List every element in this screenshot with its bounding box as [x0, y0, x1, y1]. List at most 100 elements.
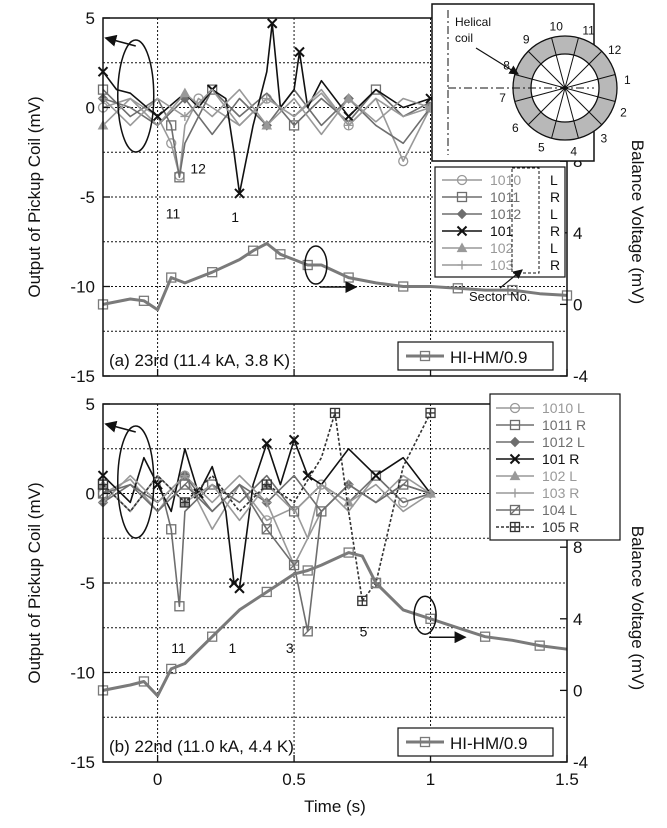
panel-b-series-101-r-point-shape: [370, 470, 382, 481]
panel-b-legend-label: 104 L: [542, 502, 577, 518]
panel-a-series-103-r-point-shape: [180, 111, 190, 121]
panel-b-series-104-l-point: [302, 626, 313, 637]
panel-b-series-105-r-point-cross: [330, 408, 340, 418]
panel-b-legend-marker-shape: [510, 488, 520, 498]
panel-b-series-105-r-point-cross: [426, 408, 436, 418]
panel-a-series-101-r-point: [267, 18, 278, 29]
panel-b-series-1011-r-point-shape: [370, 470, 382, 481]
panel-a-series-101-r-point-shape: [294, 46, 305, 58]
panel-a-series-hi-hm-0-9-point-shape: [452, 283, 463, 294]
panel-a-series-hi-hm-0-9-point: [207, 267, 218, 278]
panel-b-series-hi-hm-0-9-point: [261, 586, 272, 598]
inset-sector-divider: [564, 87, 603, 126]
panel-b-legend-marker-shape: [509, 402, 521, 414]
panel-b-panel-label: (b) 22nd (11.0 kA, 4.4 K): [109, 737, 294, 756]
panel-a-series-hi-hm-0-9-point: [507, 284, 518, 296]
panel-b-series-hi-hm-0-9-point: [479, 631, 491, 642]
panel-b-series-hi-hm-0-9-point: [138, 676, 150, 687]
panel-b-series-103-r-point-shape: [262, 497, 272, 507]
panel-a-series-101-r-point: [343, 111, 354, 122]
panel-b-annotation-5: 5: [360, 624, 368, 640]
panel-b-series-103-r-point: [180, 471, 190, 481]
panel-a-legend-marker-shape: [456, 208, 468, 220]
panel-b-series-105-r-point-cross: [357, 596, 367, 606]
panel-a-series-1011-r-point-shape: [370, 84, 382, 95]
panel-a-series-hi-hm-0-9-point: [247, 245, 259, 256]
panel-a-series-101-r-point: [234, 188, 245, 199]
xlabel: Time (s): [304, 797, 366, 816]
panel-a-legend-marker: [457, 260, 467, 270]
panel-a-balance-legend-marker: [419, 350, 431, 362]
panel-b-series-105-r-point: [425, 407, 436, 419]
panel-b-legend-marker: [509, 504, 521, 516]
panel-b-legend-marker-shape: [509, 436, 521, 448]
panel-b-series-105-r-point: [179, 497, 191, 508]
panel-b-series-1010-l-point: [316, 479, 327, 490]
panel-b-series-104-l-point: [316, 506, 327, 517]
panel-a-series-103-r-point: [180, 111, 190, 121]
panel-b-series-hi-hm-0-9-point-shape: [425, 613, 436, 624]
inset-sector-divider: [514, 74, 566, 89]
panel-a-series-1011-r-point: [166, 120, 177, 131]
panel-a-sector-highlight: [511, 167, 540, 274]
panel-a-series-103-r-point: [344, 120, 354, 130]
panel-b-series-104-l-point-shape: [398, 479, 409, 490]
panel-a-series-hi-hm-0-9-line: [102, 242, 568, 312]
panel-a-left-arrow: [104, 34, 136, 47]
panel-b-series-101-r-point: [234, 583, 245, 594]
panel-a-series-hi-hm-0-9-point-shape: [166, 272, 177, 283]
panel-a-legend: 1010 L 1011 R 1012 L 101 R 102 L 103 R: [434, 166, 566, 278]
panel-b-series-hi-hm-0-9-point-shape: [261, 586, 272, 598]
panel-a-series-101-r-point: [294, 46, 305, 58]
panel-a-balance-legend-label: HI-HM/0.9: [450, 348, 527, 367]
panel-b-series-104-l-point: [288, 559, 300, 571]
panel-b-legend-marker-shape: [509, 453, 521, 465]
panel-a-series-hi-hm-0-9-point-shape: [247, 245, 259, 256]
panel-a-legend-side: R: [550, 223, 560, 239]
inset-sector-divider: [564, 50, 603, 89]
panel-b-series-hi-hm-0-9-point-shape: [207, 631, 218, 642]
panel-a-series-1010-l-point: [166, 138, 177, 149]
panel-a-series-101-r-point-shape: [152, 111, 163, 122]
panel-b-series-1010-l-point-shape: [398, 497, 409, 508]
panel-b-series-101-r-point: [261, 438, 272, 449]
panel-b-series-102-l-point-shape: [343, 496, 354, 507]
inset-sector-label: 10: [550, 20, 564, 34]
panel-a-ytick-right-label: 4: [573, 224, 582, 243]
panel-b-legend-marker: [509, 470, 521, 481]
panel-a-series-hi-hm-0-9-point-shape: [507, 284, 518, 296]
panel-b-series-104-l-point-shape: [302, 626, 313, 637]
panel-a-series-1011-r-line: [102, 88, 431, 179]
panel-b-series-hi-hm-0-9-point: [207, 631, 218, 642]
panel-a-legend-side: R: [550, 257, 560, 273]
inset-helical-arrow: [475, 47, 520, 75]
panel-a-series-103-r-point-shape: [344, 120, 354, 130]
panel-b-series-104-l-point-shape: [288, 559, 300, 571]
panel-b-series-105-r-point: [357, 595, 368, 607]
panel-b-series-1011-r-point: [288, 506, 300, 517]
panel-b-series-105-r-point-cross: [262, 480, 272, 490]
panel-a-series-101-r-point-shape: [234, 188, 245, 199]
panel-a-series-1011-r-point: [207, 84, 218, 95]
panel-b-series-1011-r-point: [207, 479, 218, 490]
panel-b-series-104-l-point-slash: [179, 479, 190, 490]
panel-a-series-102-l-point: [179, 87, 191, 98]
panel-b-left-arrow: [104, 420, 136, 433]
panel-a-ytick-right-label: -4: [573, 367, 588, 386]
panel-b-legend-marker: [509, 419, 521, 431]
panel-b-series-1011-r-point-shape: [288, 506, 300, 517]
panel-b-series-1011-r-point: [166, 524, 177, 535]
panel-b-series-hi-hm-0-9-point-shape: [302, 565, 313, 576]
panel-b-right-ellipse: [413, 595, 437, 635]
panel-a-legend-marker-shape: [456, 225, 468, 237]
inset-sector-label: 2: [620, 106, 627, 120]
panel-b-series-104-l-line: [102, 483, 431, 633]
inset-sector-label: 5: [538, 140, 545, 154]
panel-b-series-101-r-point: [302, 470, 313, 481]
inset-sector-label: 11: [582, 24, 595, 38]
panel-a-ylabel-left: Output of Pickup Coil (mV): [25, 96, 44, 297]
panel-b-series-101-r-point-shape: [288, 434, 300, 446]
panel-b-series-105-r-point: [329, 407, 341, 419]
